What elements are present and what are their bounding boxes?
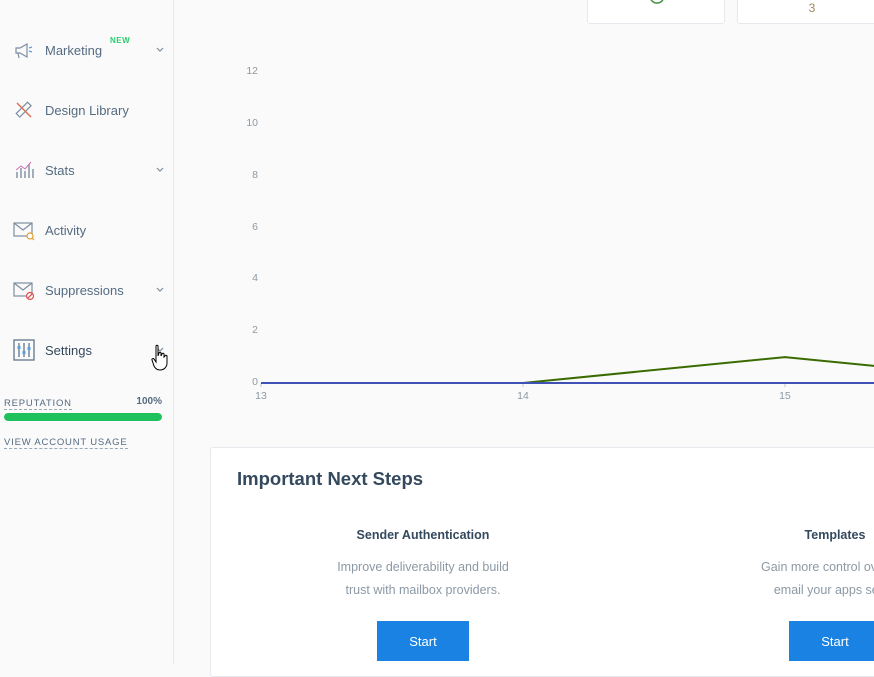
templates-start-button[interactable]: Start <box>789 621 874 661</box>
envelope-block-icon <box>13 282 35 301</box>
next-steps-title: Important Next Steps <box>237 468 424 489</box>
summary-card[interactable]: 3 <box>737 0 874 24</box>
chart-plot <box>260 356 874 387</box>
new-badge: NEW <box>110 36 131 45</box>
sliders-icon <box>13 339 35 361</box>
envelope-search-icon <box>13 222 35 241</box>
step-title: Templates <box>804 528 866 542</box>
sidebar-item-label: Marketing <box>45 42 103 58</box>
reputation-bar-fill <box>4 413 162 421</box>
step-title: Sender Authentication <box>356 528 490 542</box>
x-tick-label: 13 <box>255 390 267 402</box>
summary-card-value: 3 <box>808 1 816 15</box>
bar-chart-icon <box>15 161 34 178</box>
sidebar-item-stats[interactable]: Stats <box>0 150 173 190</box>
y-tick-label: 2 <box>252 324 258 337</box>
badge-anchor: NEW <box>45 36 165 56</box>
y-tick-label: 4 <box>252 272 258 285</box>
next-steps-panel: Important Next Steps Sender Authenticati… <box>210 447 874 677</box>
reputation-label: REPUTATION <box>4 398 72 410</box>
sidebar-item-label: Stats <box>45 162 75 178</box>
chevron-down-icon[interactable] <box>155 45 165 55</box>
series-line-0 <box>261 356 874 384</box>
hand-cursor-icon <box>151 344 168 371</box>
y-tick-label: 0 <box>252 376 258 388</box>
y-tick-label: 10 <box>246 116 258 129</box>
y-tick-label: 6 <box>252 220 258 233</box>
step-description: Gain more control over the email your ap… <box>761 560 874 597</box>
sidebar-item-suppressions[interactable]: Suppressions <box>0 270 173 310</box>
sidebar: Marketing NEW Design Library Stats Activ… <box>0 0 174 664</box>
sender-authentication-start-button[interactable]: Start <box>377 621 469 661</box>
y-tick-label: 8 <box>252 168 258 181</box>
sidebar-item-label: Design Library <box>45 102 129 118</box>
sidebar-item-label: Settings <box>45 342 92 358</box>
y-tick-label: 12 <box>246 65 258 77</box>
step-templates: Templates Gain more control over the ema… <box>745 528 874 602</box>
reputation-value: 100% <box>136 396 162 407</box>
x-tick-label: 14 <box>517 390 529 402</box>
sidebar-item-design-library[interactable]: Design Library <box>0 90 173 130</box>
chevron-down-icon[interactable] <box>155 285 165 295</box>
sidebar-item-settings[interactable]: Settings <box>0 330 173 370</box>
megaphone-icon <box>15 42 33 59</box>
step-description: Improve deliverability and build trust w… <box>337 560 509 597</box>
view-account-usage-link[interactable]: VIEW ACCOUNT USAGE <box>4 437 128 449</box>
sidebar-item-marketing[interactable]: Marketing NEW <box>0 30 173 70</box>
sidebar-item-label: Suppressions <box>45 282 124 298</box>
sidebar-item-activity[interactable]: Activity <box>0 210 173 250</box>
summary-card[interactable] <box>587 0 725 24</box>
reputation-bar <box>4 413 162 421</box>
step-sender-authentication: Sender Authentication Improve deliverabi… <box>333 528 513 602</box>
line-chart: 0 2 4 6 8 10 12 13 14 15 <box>230 60 874 410</box>
x-tick-label: 15 <box>779 390 791 402</box>
pencil-ruler-icon <box>15 101 32 118</box>
check-circle-icon <box>650 0 664 4</box>
sidebar-item-label: Activity <box>45 222 87 238</box>
chevron-down-icon[interactable] <box>155 165 165 175</box>
